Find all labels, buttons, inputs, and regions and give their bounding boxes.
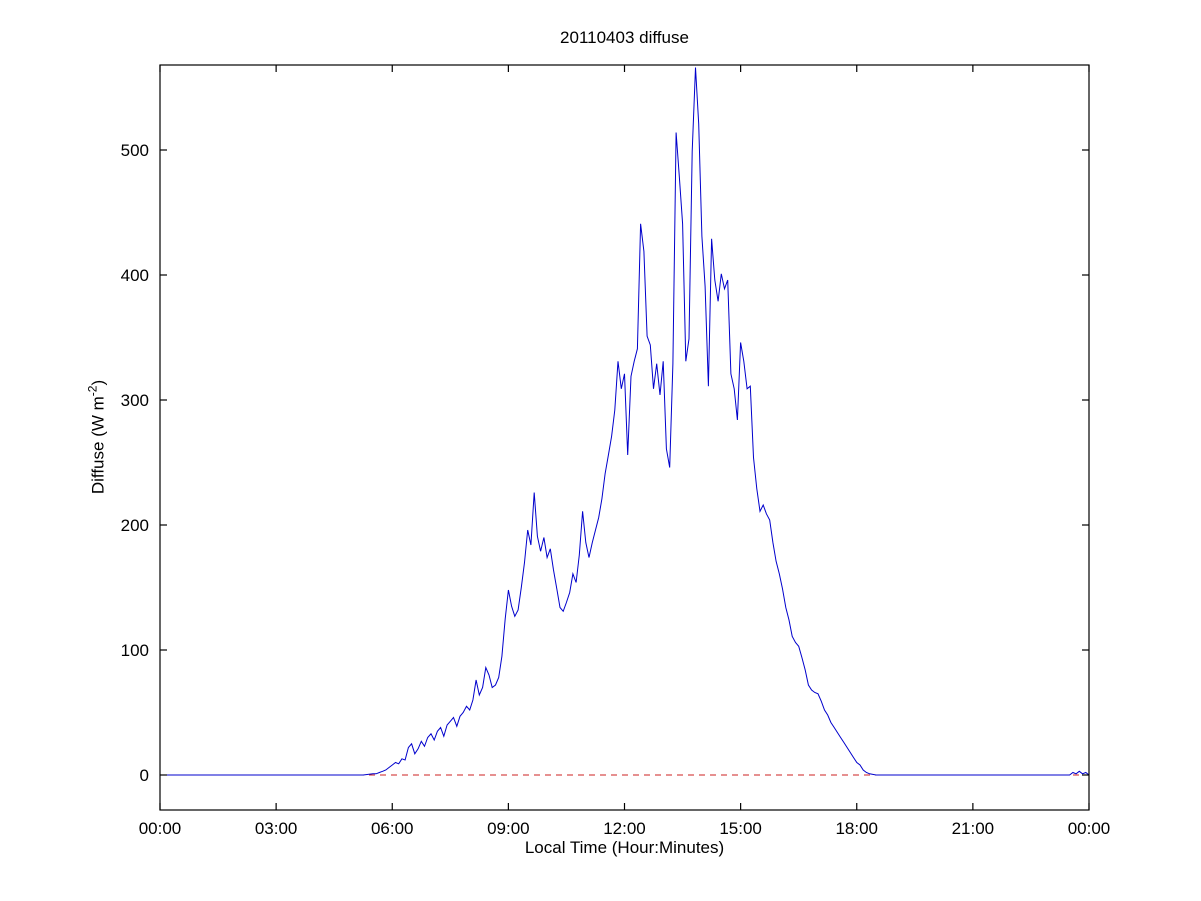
x-tick-label: 03:00 [255,819,298,838]
x-tick-label: 09:00 [487,819,530,838]
x-tick-label: 00:00 [1068,819,1111,838]
y-axis-label: Diffuse (W m-2) [86,380,109,494]
y-tick-label: 200 [121,516,149,535]
x-tick-label: 18:00 [835,819,878,838]
y-tick-label: 300 [121,391,149,410]
x-tick-label: 15:00 [719,819,762,838]
y-tick-label: 0 [140,766,149,785]
axes-box [159,64,1090,811]
y-axis-label-suffix: ) [88,379,108,386]
y-tick-label: 500 [121,141,149,160]
y-tick-label: 100 [121,641,149,660]
x-tick-label: 00:00 [139,819,182,838]
x-axis-label: Local Time (Hour:Minutes) [524,838,725,857]
y-axis-label-prefix: Diffuse (W m [88,396,108,495]
data-series-line [160,67,1090,776]
x-tick-label: 12:00 [603,819,646,838]
y-tick-label: 400 [121,266,149,285]
x-tick-label: 06:00 [371,819,414,838]
y-axis-label-superscript: -2 [85,385,100,397]
x-tick-label: 21:00 [952,819,995,838]
chart-title: 20110403 diffuse [560,28,689,47]
